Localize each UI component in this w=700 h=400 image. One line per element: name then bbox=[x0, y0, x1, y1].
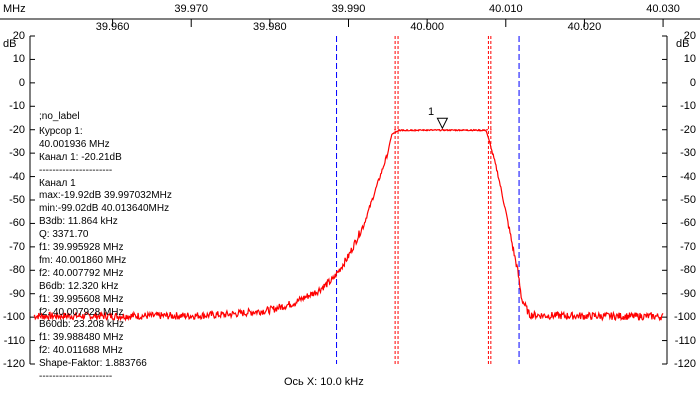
x-unit-label: MHz bbox=[3, 3, 26, 15]
info-line: B60db: 23.208 kHz bbox=[39, 319, 125, 331]
top-tick-label: 39.960 bbox=[95, 21, 130, 33]
y-tick-label-left: -60 bbox=[9, 217, 25, 230]
info-line: B3db: 11.864 kHz bbox=[39, 216, 118, 228]
top-tick-label: 39.970 bbox=[174, 3, 209, 15]
info-line: Канал 1 bbox=[39, 177, 76, 189]
info-line: ;no_label bbox=[39, 111, 80, 122]
cursor-marker[interactable] bbox=[436, 117, 449, 130]
info-line: f1: 39.995608 MHz bbox=[39, 293, 124, 305]
y-tick-label-left: -80 bbox=[9, 264, 25, 277]
y-tick-label-right: -110 bbox=[674, 334, 696, 347]
y-tick-label-left: -100 bbox=[2, 311, 25, 324]
x-axis-caption: Ось X: 10.0 kHz bbox=[284, 376, 364, 388]
y-tick-label-left: 10 bbox=[12, 53, 25, 66]
y-tick-label-right: -50 bbox=[680, 194, 696, 206]
top-tick-label: 40.020 bbox=[567, 21, 602, 33]
info-line: f2: 40.007928 MHz bbox=[39, 306, 124, 318]
info-line: ---------------------- bbox=[39, 371, 113, 382]
y-tick-label-left: -50 bbox=[9, 194, 25, 206]
y-tick-label-left: -90 bbox=[9, 287, 25, 300]
y-tick-label-right: -60 bbox=[680, 217, 696, 230]
y-tick-label-right: -10 bbox=[680, 100, 696, 113]
info-line: f2: 40.007792 MHz bbox=[39, 267, 124, 279]
y-unit-right: dB bbox=[676, 38, 690, 50]
y-tick-label-right: 10 bbox=[683, 53, 696, 66]
y-tick-label-right: 20 bbox=[683, 30, 696, 42]
y-tick-label-right: -80 bbox=[680, 264, 696, 277]
top-tick-label: 39.990 bbox=[331, 3, 366, 15]
y-tick-label-right: -100 bbox=[673, 311, 696, 324]
bandwidth-markers bbox=[336, 36, 520, 364]
info-line: fm: 40.001860 MHz bbox=[39, 254, 127, 266]
info-line: Канал 1: -20.21dB bbox=[39, 151, 122, 163]
y-tick-label-right: -20 bbox=[680, 123, 696, 136]
y-tick-label-right: -40 bbox=[680, 170, 696, 183]
info-line: B6db: 12.320 kHz bbox=[39, 280, 119, 292]
info-line: max:-19.92dB 39.997032MHz bbox=[39, 190, 172, 202]
y-tick-label-left: -30 bbox=[9, 147, 25, 160]
response-trace bbox=[33, 128, 664, 322]
y-tick-label-left: -110 bbox=[3, 334, 25, 347]
info-line: 40.001936 MHz bbox=[39, 138, 110, 150]
y-tick-label-right: -120 bbox=[673, 358, 696, 370]
y-tick-label-left: -40 bbox=[9, 170, 25, 183]
info-line: f1: 39.988480 MHz bbox=[39, 332, 124, 344]
y-unit-left: dB bbox=[3, 38, 17, 50]
top-tick-label: 39.980 bbox=[253, 21, 287, 33]
y-tick-label-left: -10 bbox=[9, 100, 25, 113]
info-line: f2: 40.011688 MHz bbox=[39, 345, 123, 357]
y-tick-label-left: -20 bbox=[9, 123, 25, 136]
cursor-triangle-icon bbox=[436, 117, 449, 130]
info-line: Shape-Faktor: 1.883766 bbox=[39, 358, 147, 370]
trace-layer bbox=[33, 128, 664, 322]
info-line: ---------------------- bbox=[39, 164, 113, 176]
tick-marks bbox=[30, 19, 667, 365]
y-tick-label-left: -70 bbox=[9, 240, 25, 253]
top-tick-label: 40.000 bbox=[410, 21, 444, 33]
y-tick-label-left: -120 bbox=[2, 358, 25, 370]
top-tick-label: 40.030 bbox=[646, 3, 680, 15]
marker-number-label: 1 bbox=[428, 106, 435, 118]
y-tick-label-left: 0 bbox=[18, 76, 25, 89]
info-line: f1: 39.995928 MHz bbox=[39, 242, 124, 253]
info-line: min:-99.02dB 40.013640MHz bbox=[39, 203, 170, 215]
y-tick-label-right: -90 bbox=[680, 287, 696, 300]
y-tick-label-right: -30 bbox=[680, 147, 696, 160]
y-tick-label-right: -70 bbox=[680, 240, 696, 253]
info-line: Курсор 1: bbox=[39, 125, 83, 137]
y-tick-label-right: 0 bbox=[689, 76, 696, 89]
y-tick-label-left: 20 bbox=[12, 30, 25, 42]
top-tick-label: 40.010 bbox=[488, 3, 523, 15]
info-line: Q: 3371.70 bbox=[39, 229, 89, 241]
